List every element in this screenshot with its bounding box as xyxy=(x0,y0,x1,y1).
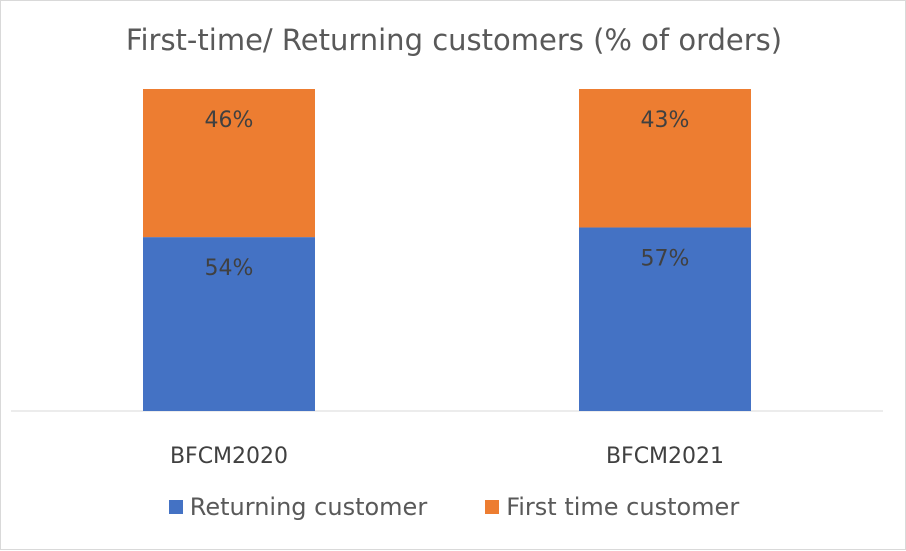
legend-item-first-time: First time customer xyxy=(485,493,739,521)
legend-swatch-returning xyxy=(168,500,183,514)
data-label-bfcm2021-returning: 57% xyxy=(641,246,690,271)
data-label-bfcm2020-returning: 54% xyxy=(205,256,254,281)
bar-bfcm2020-returning xyxy=(143,237,315,411)
chart-title: First-time/ Returning customers (% of or… xyxy=(125,23,783,57)
chart-legend: Returning customer First time customer xyxy=(1,493,906,521)
bar-bfcm2021-first-time xyxy=(579,89,751,228)
data-label-bfcm2020-first-time: 46% xyxy=(205,108,254,133)
bar-bfcm2020-first-time xyxy=(143,89,315,238)
category-label-bfcm2020: BFCM2020 xyxy=(170,444,288,469)
bar-bfcm2021-returning xyxy=(579,227,751,411)
category-label-bfcm2021: BFCM2021 xyxy=(606,444,724,469)
legend-label-first-time: First time customer xyxy=(506,493,740,521)
legend-swatch-first-time xyxy=(485,500,500,514)
data-label-bfcm2021-first-time: 43% xyxy=(641,108,690,133)
legend-item-returning: Returning customer xyxy=(168,493,428,521)
legend-label-returning: Returning customer xyxy=(189,493,428,521)
